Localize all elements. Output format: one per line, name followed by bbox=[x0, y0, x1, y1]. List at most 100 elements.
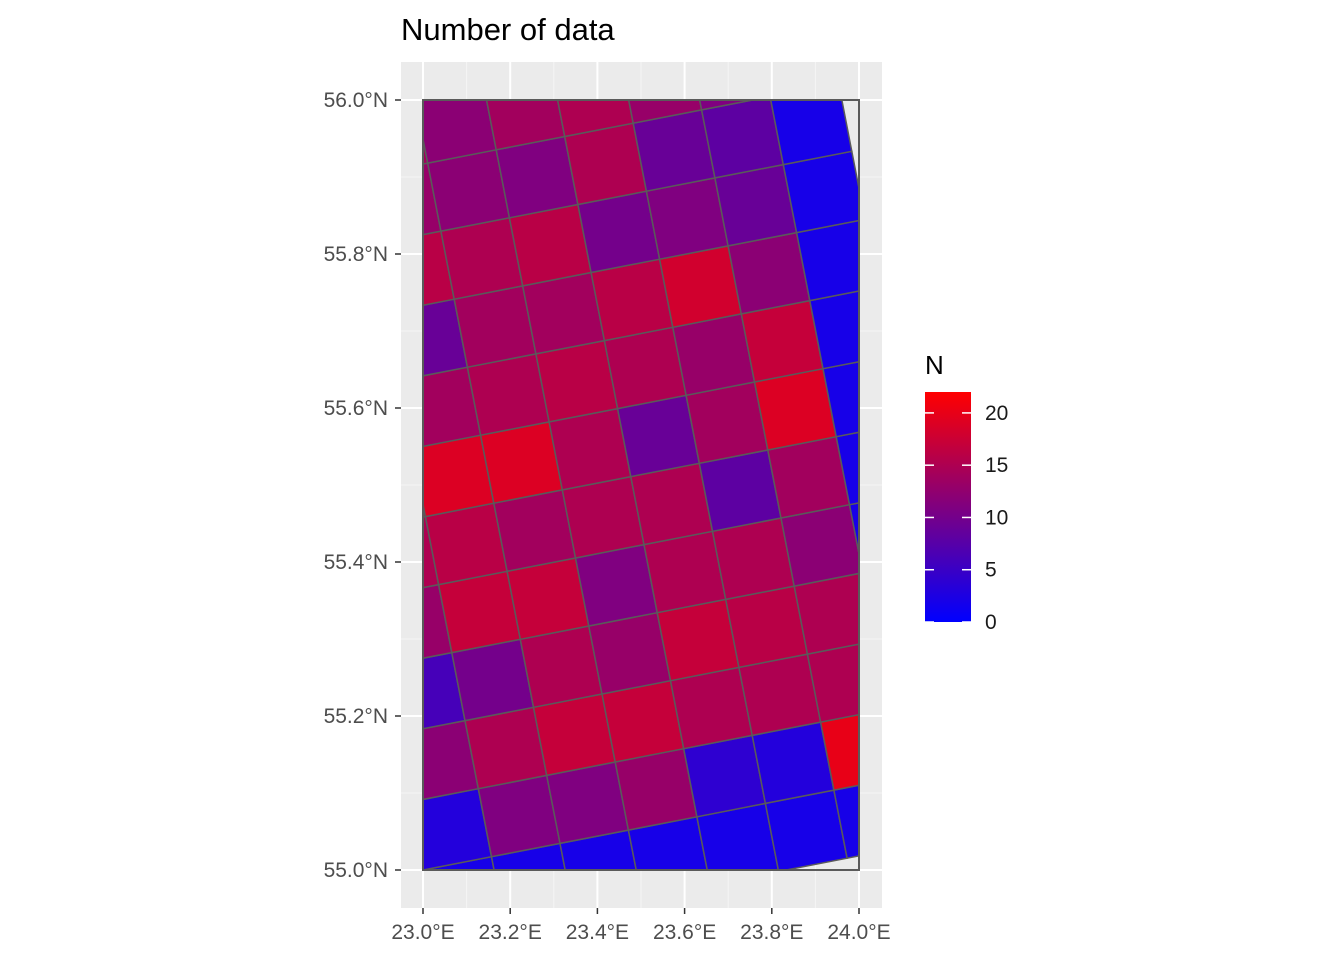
heatmap-cell bbox=[587, 611, 672, 695]
heatmap-cell bbox=[764, 789, 848, 870]
heatmap-cell bbox=[450, 638, 535, 722]
heatmap-cell bbox=[795, 219, 859, 302]
heatmap-cell bbox=[423, 651, 466, 730]
domain-boundary bbox=[422, 99, 860, 871]
heatmap-cell bbox=[614, 747, 698, 831]
heatmap-cell bbox=[222, 190, 304, 271]
heatmap-cell bbox=[495, 135, 579, 219]
heatmap-cell bbox=[616, 394, 701, 478]
heatmap-cell bbox=[249, 326, 331, 407]
heatmap-cell bbox=[627, 100, 703, 125]
heatmap-cell bbox=[833, 784, 859, 860]
heatmap-cell bbox=[835, 431, 859, 506]
y-tick-label: 55.0°N bbox=[324, 859, 388, 882]
heatmap-cell bbox=[423, 100, 498, 164]
heatmap-cell bbox=[577, 190, 661, 274]
heatmap-cell bbox=[700, 100, 785, 179]
heatmap-cell bbox=[902, 764, 984, 845]
y-axis: 55.0°N 55.2°N 55.4°N 55.6°N 55.8°N 56.0°N bbox=[324, 89, 401, 882]
y-tick-label: 55.8°N bbox=[324, 243, 388, 266]
legend-tick-label: 5 bbox=[985, 559, 997, 582]
heatmap-cell bbox=[320, 0, 402, 40]
heatmap-cell bbox=[740, 299, 824, 383]
y-tick-label: 55.6°N bbox=[324, 397, 388, 420]
heatmap-cell bbox=[251, 0, 333, 54]
heatmap-cell bbox=[209, 122, 291, 203]
legend-tick-label: 15 bbox=[985, 454, 1008, 477]
heatmap-cell bbox=[563, 122, 648, 206]
heatmap-cell bbox=[698, 100, 757, 111]
heatmap-cell bbox=[669, 666, 754, 750]
heatmap-cell bbox=[607, 0, 689, 55]
legend-tick-label: 0 bbox=[985, 611, 997, 634]
heatmap-cell bbox=[519, 625, 603, 709]
heatmap-cell bbox=[656, 598, 740, 682]
heatmap-cell bbox=[545, 761, 630, 845]
heatmap-cell bbox=[464, 706, 548, 790]
heatmap-cell bbox=[183, 0, 265, 67]
heatmap-cell bbox=[724, 585, 809, 669]
heatmap-cell bbox=[782, 150, 859, 234]
x-tick-label: 23.8°E bbox=[740, 921, 803, 944]
heatmap-cell bbox=[561, 475, 645, 559]
heatmap-cell bbox=[574, 543, 659, 627]
heatmap-cell bbox=[532, 693, 617, 777]
heatmap-cell bbox=[671, 313, 756, 397]
heatmap-cell bbox=[423, 298, 469, 377]
x-tick-label: 24.0°E bbox=[827, 921, 890, 944]
x-axis: 23.0°E 23.2°E 23.4°E 23.6°E 23.8°E 24.0°E bbox=[391, 908, 891, 944]
heatmap-cell bbox=[603, 326, 687, 410]
heatmap-cell bbox=[819, 713, 859, 791]
heatmap-cell bbox=[766, 435, 851, 519]
heatmap-cell bbox=[601, 679, 685, 763]
heatmap-cell bbox=[643, 530, 727, 614]
heatmap-cell bbox=[769, 100, 853, 166]
heatmap-cell bbox=[466, 353, 550, 437]
heatmap-cell bbox=[506, 557, 590, 641]
x-tick-label: 23.6°E bbox=[653, 921, 716, 944]
legend-tick-label: 20 bbox=[985, 402, 1008, 425]
legend-title: N bbox=[925, 350, 944, 380]
heatmap-cell bbox=[330, 381, 412, 462]
heatmap-cell bbox=[685, 381, 769, 465]
heatmap-cell bbox=[479, 421, 564, 505]
x-tick-label: 23.2°E bbox=[479, 921, 542, 944]
heatmap-cell bbox=[751, 721, 835, 805]
heatmap-cells bbox=[183, 0, 984, 870]
heatmap-cell bbox=[632, 109, 716, 193]
legend-tick-label: 10 bbox=[985, 506, 1008, 529]
legend: N 0 5 10 15 20 bbox=[925, 350, 1008, 634]
heatmap-cell bbox=[876, 628, 958, 709]
heatmap-cell bbox=[806, 643, 859, 723]
x-tick-label: 23.0°E bbox=[391, 921, 454, 944]
heatmap-cell bbox=[889, 696, 971, 777]
heatmap-cell bbox=[727, 231, 811, 315]
heatmap-cell bbox=[711, 517, 796, 601]
heatmap-cell bbox=[714, 163, 798, 247]
heatmap-cell bbox=[548, 407, 632, 491]
heatmap-cell bbox=[278, 108, 360, 189]
heatmap-cell bbox=[682, 734, 767, 818]
chart-title: Number of data bbox=[401, 12, 615, 47]
legend-ticks: 0 5 10 15 20 bbox=[925, 402, 1008, 634]
heatmap-cell bbox=[556, 100, 635, 138]
y-tick-label: 55.2°N bbox=[324, 705, 388, 728]
y-tick-label: 56.0°N bbox=[324, 89, 388, 112]
heatmap-cell bbox=[658, 245, 743, 329]
heatmap-cell bbox=[317, 313, 399, 394]
heatmap-cell bbox=[744, 0, 826, 29]
heatmap-cell bbox=[477, 774, 561, 858]
heatmap-cell bbox=[453, 285, 537, 369]
heatmap-cell bbox=[437, 570, 522, 654]
heatmap-cell bbox=[675, 0, 757, 42]
heatmap-cell bbox=[508, 203, 592, 287]
legend-colorbar bbox=[925, 392, 971, 622]
heatmap-cell bbox=[302, 598, 384, 679]
heatmap-cell bbox=[440, 216, 524, 301]
heatmap-cell bbox=[645, 177, 729, 261]
heatmap-cell bbox=[423, 434, 495, 518]
heatmap-cell bbox=[426, 148, 511, 232]
heatmap-cell bbox=[822, 360, 859, 438]
heatmap-cell bbox=[629, 462, 714, 546]
heatmap-cell bbox=[521, 271, 606, 355]
